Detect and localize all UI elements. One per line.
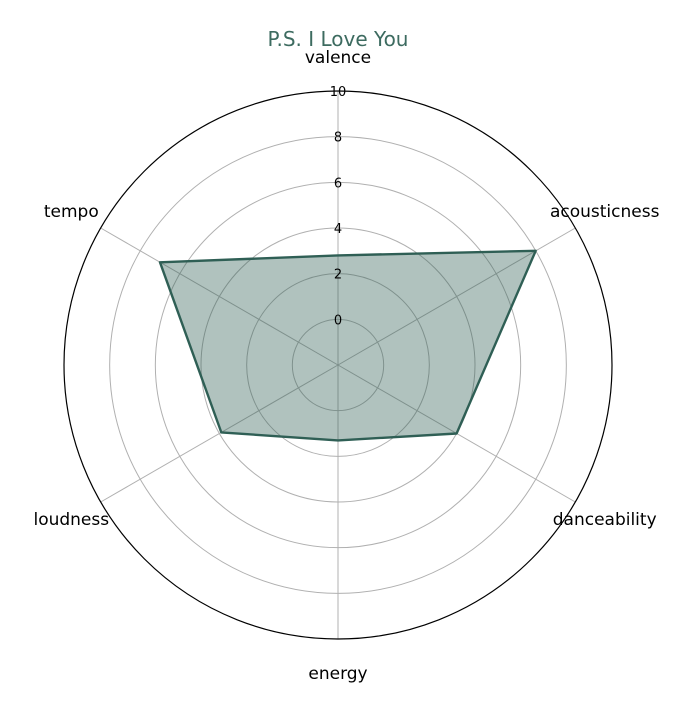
- axis-label-energy: energy: [308, 664, 367, 684]
- outer-frame: [63, 90, 613, 640]
- r-tick-label: 4: [334, 222, 342, 237]
- r-tick-label: 10: [330, 85, 347, 100]
- r-tick-label: 6: [334, 176, 342, 191]
- chart-title: P.S. I Love You: [268, 27, 409, 51]
- radar-series: [158, 249, 537, 442]
- r-tick-label: 8: [334, 131, 342, 146]
- grid-circle-6: [154, 181, 522, 549]
- axis-label-danceability: danceability: [553, 510, 657, 530]
- axis-label-valence: valence: [305, 48, 371, 68]
- axis-labels: valence acousticness danceability energy lou…: [33, 48, 659, 684]
- r-tick-label: 0: [334, 313, 342, 328]
- radial-tick-labels: 0 2 4 6 8 10: [330, 85, 347, 328]
- r-tick-label: 2: [334, 268, 342, 283]
- grid-circle-4: [200, 227, 476, 503]
- grid-circle-2: [246, 273, 430, 457]
- grid-circle-0: [291, 318, 385, 412]
- axis-label-acousticness: acousticness: [550, 202, 660, 222]
- series-area: [158, 249, 537, 442]
- grid-circle-8: [109, 136, 567, 594]
- axis-label-loudness: loudness: [33, 510, 109, 530]
- axis-label-tempo: tempo: [44, 202, 99, 222]
